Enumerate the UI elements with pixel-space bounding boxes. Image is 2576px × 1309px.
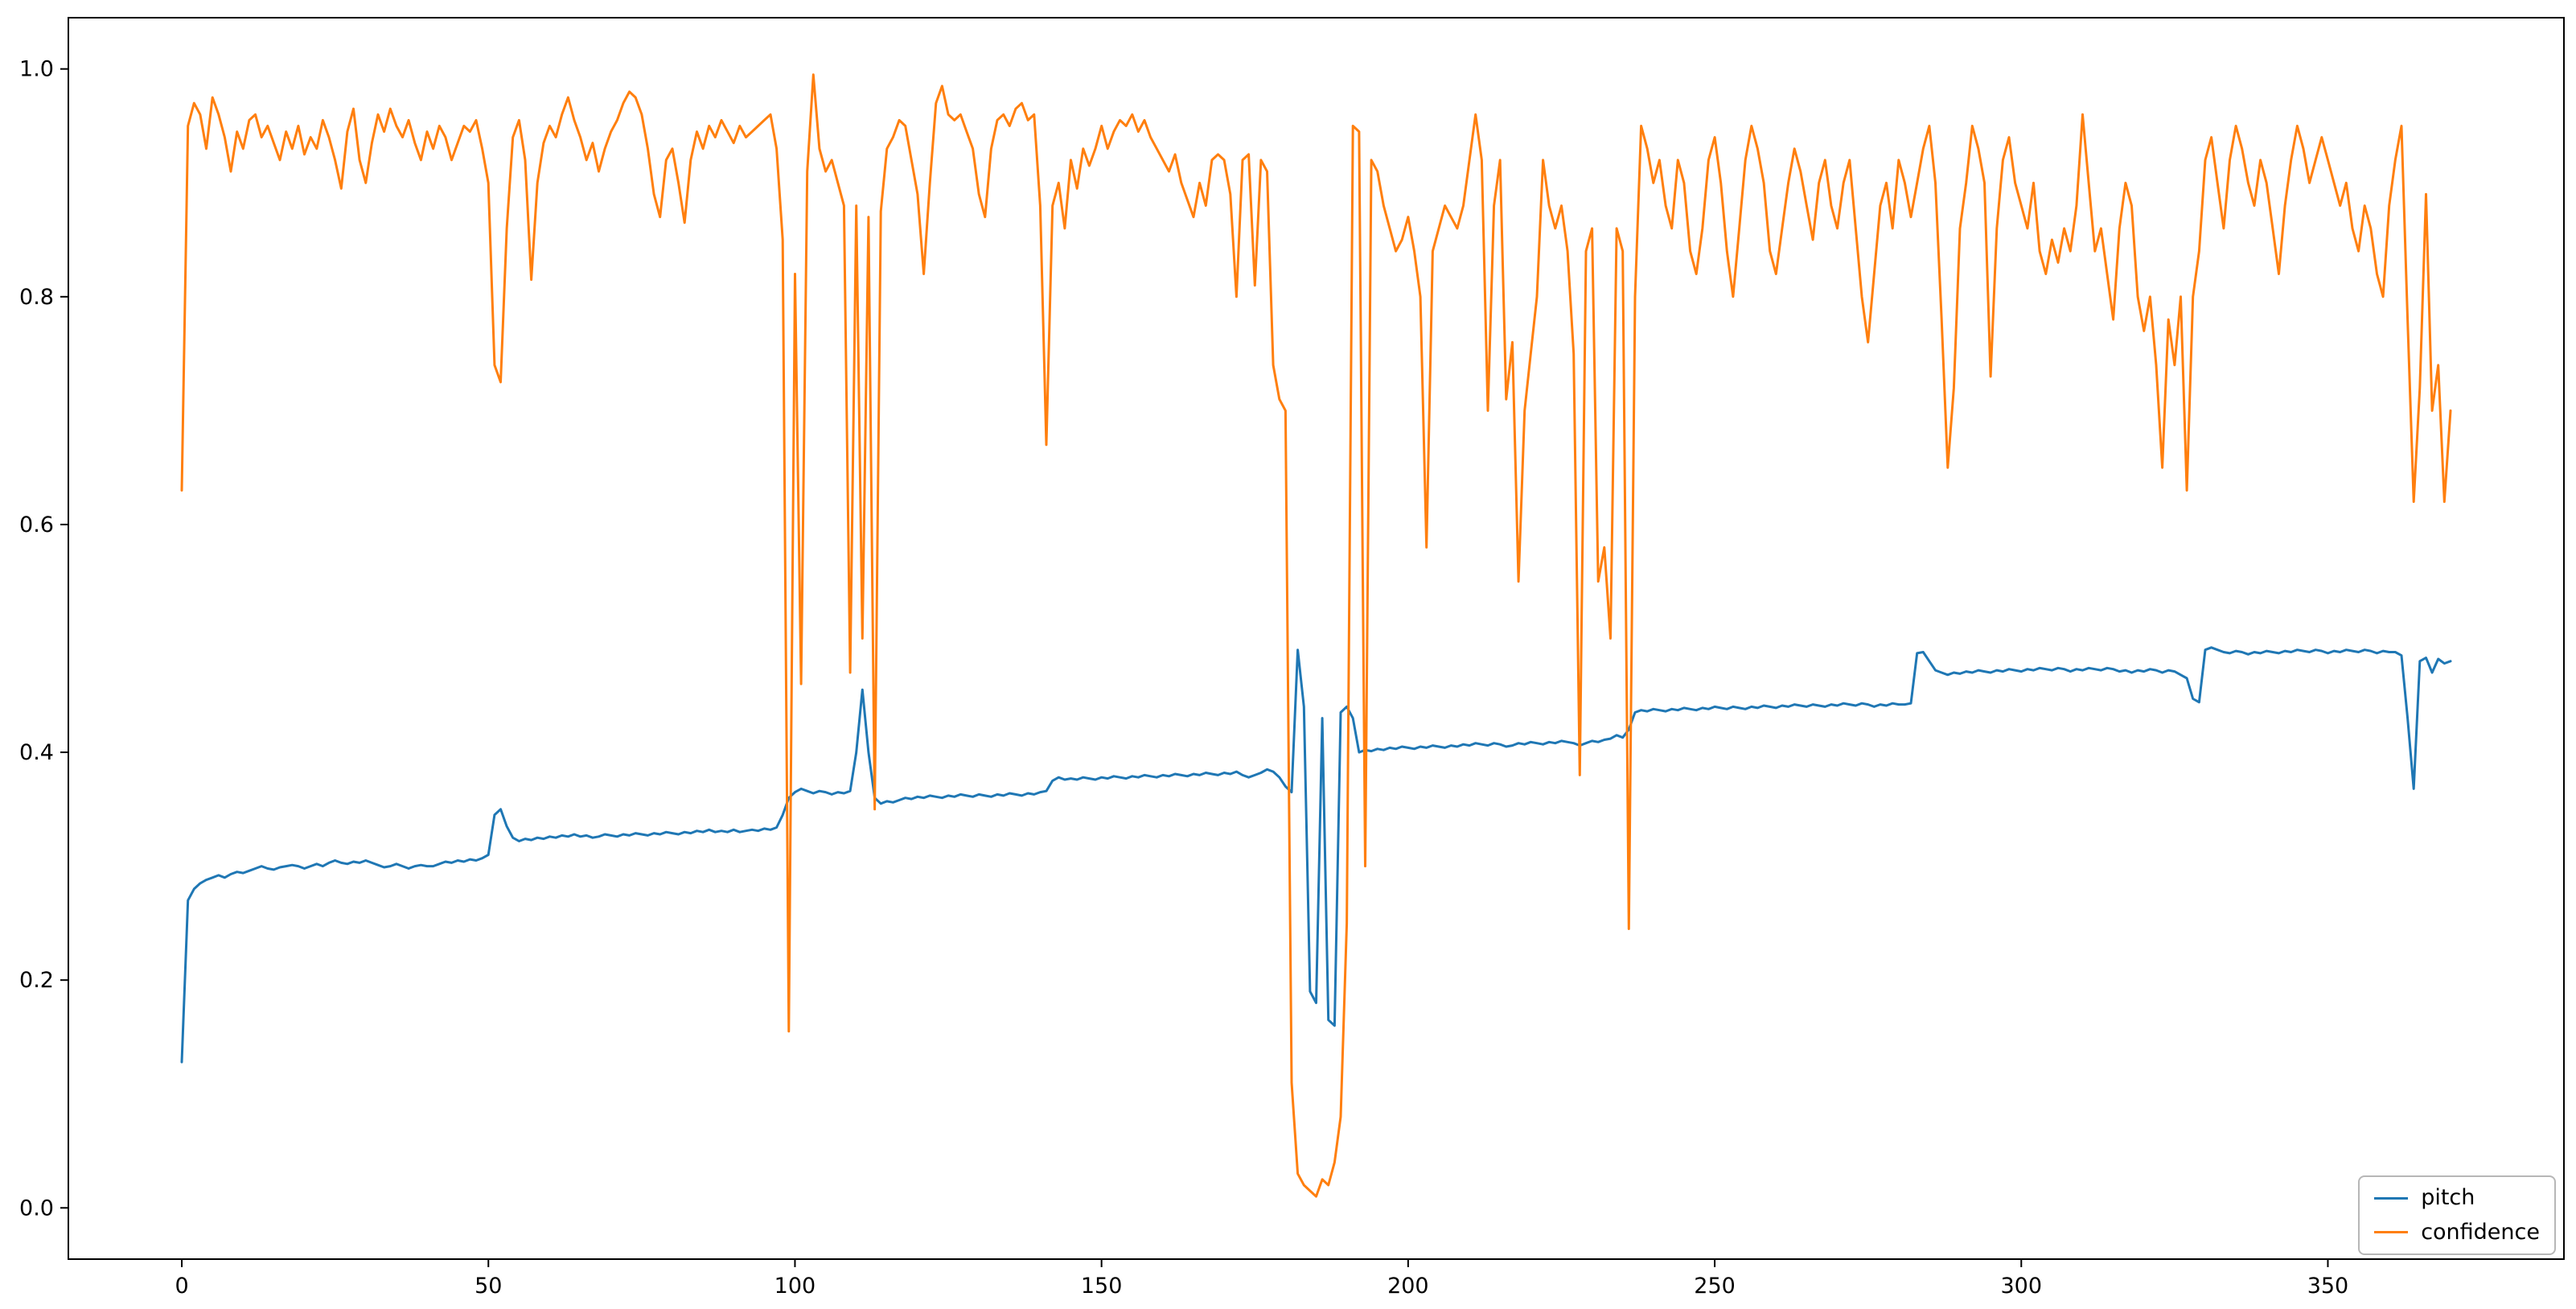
legend-label-confidence: confidence <box>2421 1219 2540 1245</box>
y-axis-tick-label: 0.6 <box>19 512 54 537</box>
x-axis-tick-label: 250 <box>1694 1274 1736 1299</box>
x-axis-tick-label: 150 <box>1081 1274 1123 1299</box>
confidence-line <box>180 73 2452 1198</box>
x-axis-tick-label: 0 <box>175 1274 188 1299</box>
legend-swatch-pitch <box>2374 1196 2409 1200</box>
x-axis-tick-label: 100 <box>774 1274 816 1299</box>
y-axis-tick-label: 0.4 <box>19 740 54 765</box>
x-axis-tick-label: 200 <box>1387 1274 1429 1299</box>
legend-swatch-confidence <box>2374 1231 2409 1234</box>
legend: pitch confidence <box>2358 1175 2556 1255</box>
y-axis-tick-label: 0.8 <box>19 285 54 310</box>
legend-label-pitch: pitch <box>2421 1185 2475 1211</box>
legend-item-pitch: pitch <box>2374 1185 2540 1211</box>
legend-item-confidence: confidence <box>2374 1220 2540 1245</box>
pitch-line <box>180 646 2452 1064</box>
x-axis-tick-label: 300 <box>2000 1274 2042 1299</box>
plot-area <box>68 17 2565 1260</box>
y-axis-tick-label: 0.2 <box>19 968 54 993</box>
x-axis-tick-label: 50 <box>475 1274 502 1299</box>
y-axis-tick-label: 0.0 <box>19 1196 54 1220</box>
y-axis-tick-label: 1.0 <box>19 57 54 82</box>
x-axis-tick-label: 350 <box>2307 1274 2349 1299</box>
